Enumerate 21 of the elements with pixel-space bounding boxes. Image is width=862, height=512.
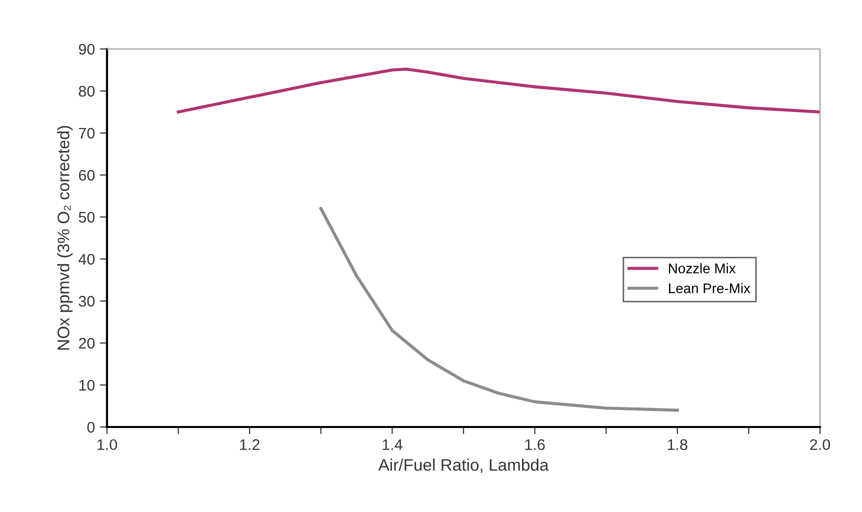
y-tick-label: 20	[78, 338, 95, 349]
y-tick-label: 70	[78, 128, 95, 139]
legend-label: Lean Pre-Mix	[669, 283, 750, 294]
legend-label: Nozzle Mix	[669, 263, 736, 274]
x-tick-label: 1.4	[382, 439, 402, 450]
x-tick-label: 2.0	[810, 439, 830, 450]
y-tick-label: 50	[78, 212, 95, 223]
y-tick-label: 80	[78, 86, 95, 97]
y-tick-label: 40	[78, 254, 95, 265]
x-tick-label: 1.0	[98, 439, 118, 450]
y-tick-label: 10	[79, 380, 95, 391]
x-tick-label: 1.2	[240, 439, 260, 450]
y-tick-label: 90	[78, 44, 95, 55]
y-axis-title: NOx ppmvd (3% O₂ corrected)	[57, 126, 73, 350]
x-tick-label: 1.8	[668, 439, 688, 450]
y-tick-label: 0	[87, 422, 95, 433]
x-axis-title: Air/Fuel Ratio, Lambda	[378, 458, 549, 473]
line-series	[176, 68, 820, 114]
y-tick-label: 30	[78, 296, 95, 307]
x-tick-label: 1.6	[525, 439, 545, 450]
y-tick-label: 60	[78, 170, 95, 181]
